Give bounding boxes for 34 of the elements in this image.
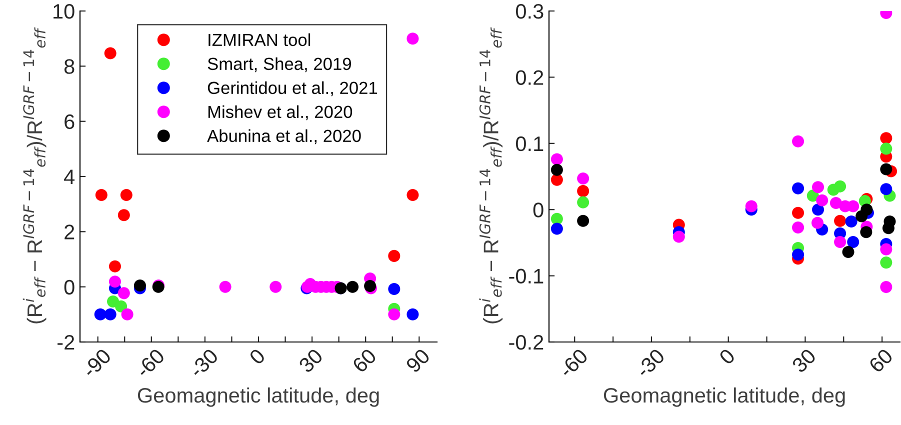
x-axis-title: Geomagnetic latitude, deg — [604, 387, 845, 407]
y-tick-label: 0 — [533, 202, 544, 218]
legend-label: Smart, Shea, 2019 — [208, 57, 351, 72]
y-tick-label: 0.3 — [516, 4, 544, 19]
x-tick-label: -30 — [188, 348, 219, 378]
y-tick-label: 10 — [54, 4, 74, 19]
legend-label: IZMIRAN tool — [208, 33, 310, 46]
text: (R$^{i}$$_{eff}$ − R$^{IGRF−14}$$_{eff}$)/R$^{IGRF−14}$$_{eff}$ — [479, 27, 503, 324]
y-tick-label: -2 — [58, 335, 74, 350]
x-tick-label: 0 — [718, 348, 736, 366]
x-tick-label: 60 — [352, 348, 378, 374]
x-axis-title: Geomagnetic latitude, deg — [138, 387, 379, 407]
y-tick-label: 0.1 — [516, 136, 544, 152]
x-tick-label: -90 — [81, 348, 112, 378]
legend-label: Mishev et al., 2020 — [208, 105, 352, 120]
x-tick-label: -30 — [635, 348, 666, 378]
x-tick-label: 60 — [868, 348, 894, 374]
y-tick-label: -0.1 — [509, 268, 544, 284]
x-tick-label: 30 — [298, 348, 324, 374]
x-tick-label: 0 — [248, 348, 266, 366]
y-tick-label: 6 — [64, 114, 74, 130]
x-tick-label: -60 — [134, 348, 166, 378]
x-tick-label: 30 — [791, 348, 817, 374]
y-tick-label: 8 — [64, 59, 74, 74]
y-tick-label: 2 — [64, 224, 74, 240]
x-tick-label: 90 — [405, 348, 431, 374]
y-tick-label: -0.2 — [509, 335, 544, 350]
y-tick-label: 0.2 — [516, 70, 544, 85]
legend-label: Abunina et al., 2020 — [207, 129, 361, 144]
x-tick-label: -60 — [558, 348, 589, 378]
text: (R$^{i}$$_{eff}$ − R$^{IGRF−14}$$_{eff}$)/R$^{IGRF−14}$$_{eff}$ — [22, 27, 46, 324]
y-tick-label: 0 — [64, 280, 74, 295]
y-tick-label: 4 — [64, 170, 75, 184]
legend-label: Gerintidou et al., 2021 — [208, 81, 378, 96]
